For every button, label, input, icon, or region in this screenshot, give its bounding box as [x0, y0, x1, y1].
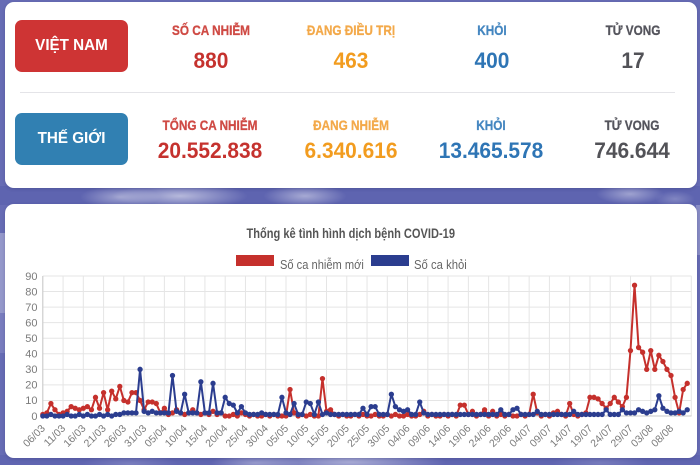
- svg-text:24/06: 24/06: [467, 423, 494, 450]
- svg-text:20: 20: [25, 380, 37, 392]
- svg-text:50: 50: [25, 333, 37, 345]
- svg-text:25/04: 25/04: [224, 423, 251, 450]
- svg-text:05/05: 05/05: [264, 423, 291, 450]
- svg-text:24/07: 24/07: [588, 423, 615, 450]
- svg-text:70: 70: [25, 302, 37, 314]
- svg-text:30: 30: [25, 364, 37, 376]
- svg-text:80: 80: [25, 286, 37, 298]
- svg-text:40: 40: [25, 349, 37, 361]
- svg-text:15/04: 15/04: [183, 423, 210, 450]
- svg-text:06/03: 06/03: [21, 423, 48, 450]
- svg-text:19/06: 19/06: [446, 423, 473, 450]
- svg-text:60: 60: [25, 317, 37, 329]
- svg-text:05/04: 05/04: [142, 423, 169, 450]
- svg-text:21/03: 21/03: [82, 423, 109, 450]
- svg-text:10/04: 10/04: [163, 423, 190, 450]
- svg-text:20/04: 20/04: [203, 423, 230, 450]
- svg-text:30/04: 30/04: [244, 423, 271, 450]
- svg-text:09/07: 09/07: [527, 423, 554, 450]
- svg-text:03/08: 03/08: [629, 423, 656, 450]
- svg-text:04/06: 04/06: [386, 423, 413, 450]
- svg-text:10: 10: [25, 395, 37, 407]
- svg-text:16/03: 16/03: [61, 423, 88, 450]
- svg-text:30/05: 30/05: [365, 423, 392, 450]
- svg-text:08/08: 08/08: [649, 423, 676, 450]
- svg-text:90: 90: [25, 271, 37, 283]
- svg-text:09/06: 09/06: [406, 423, 433, 450]
- svg-text:29/07: 29/07: [609, 423, 636, 450]
- svg-text:25/05: 25/05: [345, 423, 372, 450]
- svg-text:0: 0: [31, 411, 37, 423]
- svg-text:31/03: 31/03: [122, 423, 149, 450]
- svg-text:10/05: 10/05: [284, 423, 311, 450]
- svg-text:19/07: 19/07: [568, 423, 595, 450]
- svg-text:26/03: 26/03: [102, 423, 129, 450]
- svg-text:14/07: 14/07: [548, 423, 575, 450]
- svg-text:20/05: 20/05: [325, 423, 352, 450]
- svg-text:15/05: 15/05: [305, 423, 332, 450]
- svg-text:29/06: 29/06: [487, 423, 514, 450]
- svg-text:14/06: 14/06: [426, 423, 453, 450]
- svg-text:04/07: 04/07: [507, 423, 534, 450]
